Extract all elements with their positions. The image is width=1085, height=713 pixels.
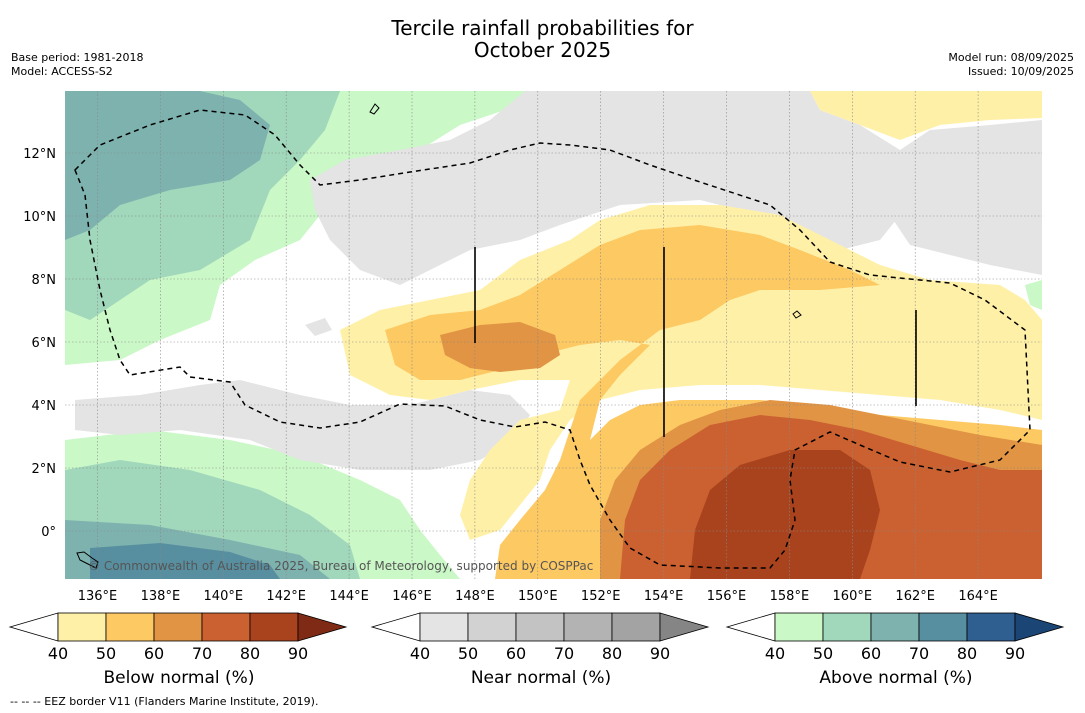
lat-tick-label: 2°N xyxy=(32,462,57,477)
colorbar-tick-label: 80 xyxy=(240,644,260,663)
meta-right: Model run: 08/09/2025 Issued: 10/09/2025 xyxy=(948,51,1074,79)
near-normal-small-patch xyxy=(305,318,332,336)
colorbar-box xyxy=(515,612,565,642)
lat-tick-label: 0° xyxy=(41,525,56,540)
colorbar-tick-label: 70 xyxy=(554,644,574,663)
colorbar-min-triangle xyxy=(8,612,59,642)
island-north xyxy=(369,103,380,115)
above-normal-80-region xyxy=(90,543,280,579)
axis-labels: 136°E 138°E 140°E 142°E 144°E 146°E 148°E 150°E… xyxy=(23,147,998,604)
colorbar-label-near: Near normal (%) xyxy=(470,668,612,688)
colorbar-box xyxy=(918,612,968,642)
colorbar-min-triangle xyxy=(370,612,421,642)
issued-date: Issued: 10/09/2025 xyxy=(967,65,1074,78)
lat-tick-label: 6°N xyxy=(32,336,57,351)
colorbar-tick-label: 40 xyxy=(765,644,785,663)
colorbar-tick-label: 70 xyxy=(192,644,212,663)
lon-tick-label: 162°E xyxy=(895,589,935,604)
lon-tick-label: 148°E xyxy=(455,589,495,604)
title-line-1: Tercile rainfall probabilities for xyxy=(391,16,694,40)
colorbar-box xyxy=(153,612,203,642)
lon-tick-label: 146°E xyxy=(392,589,432,604)
lon-tick-label: 142°E xyxy=(266,589,306,604)
colorbar-tick-label: 70 xyxy=(909,644,929,663)
above-normal-70-region xyxy=(65,91,270,240)
island-palau xyxy=(76,551,99,569)
lon-tick-label: 152°E xyxy=(581,589,621,604)
colorbar-tick-label: 40 xyxy=(48,644,68,663)
colorbar-box xyxy=(419,612,469,642)
colorbar-box xyxy=(467,612,517,642)
lon-tick-label: 164°E xyxy=(958,589,998,604)
colorbar-max-triangle xyxy=(659,612,710,642)
model-run: Model run: 08/09/2025 xyxy=(948,51,1074,64)
copyright-text: © Commonwealth of Australia 2025, Bureau… xyxy=(88,559,593,573)
colorbar-box xyxy=(774,612,824,642)
colorbar-tick-label: 50 xyxy=(96,644,116,663)
colorbar-tick-label: 50 xyxy=(813,644,833,663)
colorbar-box xyxy=(249,612,299,642)
base-period: Base period: 1981-2018 xyxy=(11,51,144,64)
above-normal-east-edge xyxy=(1025,280,1042,310)
colorbar-box xyxy=(563,612,613,642)
colorbar-box xyxy=(57,612,107,642)
near-normal-northeast xyxy=(890,120,1042,275)
lon-tick-label: 160°E xyxy=(833,589,873,604)
colorbar-tick-label: 60 xyxy=(861,644,881,663)
colorbar-box xyxy=(201,612,251,642)
below-normal-50-north xyxy=(810,91,1042,140)
below-normal-50-region xyxy=(340,205,1042,540)
near-normal-north-band xyxy=(310,91,920,285)
title-line-2: October 2025 xyxy=(473,38,612,62)
colorbar-tick-label: 60 xyxy=(144,644,164,663)
colorbar-2: 40 50 60 70 80 90 xyxy=(725,612,1065,663)
colorbar-max-triangle xyxy=(297,612,348,642)
below-normal-90-region xyxy=(690,450,880,579)
colorbar-box xyxy=(611,612,661,642)
lon-tick-label: 156°E xyxy=(707,589,747,604)
lat-tick-label: 8°N xyxy=(32,273,57,288)
lat-tick-label: 12°N xyxy=(23,147,56,162)
colorbar-tick-label: 60 xyxy=(506,644,526,663)
lon-tick-label: 150°E xyxy=(518,589,558,604)
colorbar-label-above: Above normal (%) xyxy=(819,668,973,688)
colorbar-box xyxy=(966,612,1016,642)
map-grid xyxy=(65,91,1042,579)
lon-tick-label: 154°E xyxy=(644,589,684,604)
island-east xyxy=(792,310,802,319)
colorbar-tick-label: 80 xyxy=(602,644,622,663)
colorbar-label-below: Below normal (%) xyxy=(103,668,255,688)
colorbar-box xyxy=(105,612,155,642)
lon-tick-label: 140°E xyxy=(204,589,244,604)
lon-tick-label: 144°E xyxy=(329,589,369,604)
lon-tick-label: 136°E xyxy=(78,589,118,604)
colorbars: 40 50 60 70 80 90 40 50 60 70 80 90 40 50 60 70 80 90 xyxy=(8,612,1065,663)
colorbar-box xyxy=(822,612,872,642)
map-area: © Commonwealth of Australia 2025, Bureau… xyxy=(65,91,1042,579)
colorbar-max-triangle xyxy=(1014,612,1065,642)
lat-tick-label: 10°N xyxy=(23,210,56,225)
model-name: Model: ACCESS-S2 xyxy=(11,65,113,78)
colorbar-tick-label: 90 xyxy=(650,644,670,663)
colorbar-0: 40 50 60 70 80 90 xyxy=(8,612,348,663)
colorbar-tick-label: 40 xyxy=(410,644,430,663)
colorbar-box xyxy=(870,612,920,642)
colorbar-tick-label: 50 xyxy=(458,644,478,663)
eez-border-west xyxy=(74,109,1031,569)
colorbar-tick-label: 90 xyxy=(288,644,308,663)
meta-left: Base period: 1981-2018 Model: ACCESS-S2 xyxy=(11,51,143,79)
colorbar-1: 40 50 60 70 80 90 xyxy=(370,612,710,663)
lat-tick-label: 4°N xyxy=(32,399,57,414)
colorbar-tick-label: 80 xyxy=(957,644,977,663)
lon-tick-label: 138°E xyxy=(141,589,181,604)
lon-tick-label: 158°E xyxy=(770,589,810,604)
below-normal-70-region xyxy=(440,322,560,372)
colorbar-tick-label: 90 xyxy=(1005,644,1025,663)
eez-footnote: -- -- -- EEZ border V11 (Flanders Marine… xyxy=(10,695,319,708)
colorbar-min-triangle xyxy=(725,612,776,642)
